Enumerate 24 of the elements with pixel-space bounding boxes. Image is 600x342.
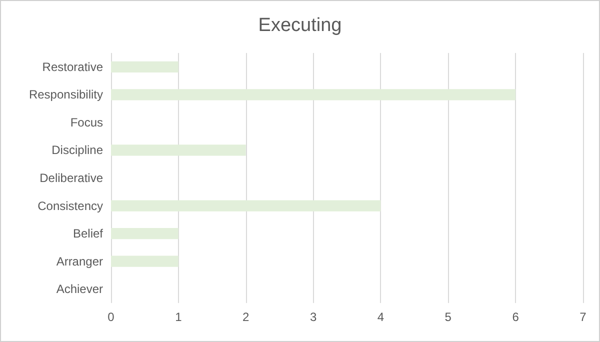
y-tick-label: Belief [72,226,104,241]
y-tick-label: Achiever [56,282,104,296]
bar [111,228,178,240]
y-tick-label: Consistency [38,198,103,213]
y-tick-label: Discipline [52,143,104,158]
x-tick-label: 4 [377,310,384,324]
y-tick-label: Arranger [56,254,104,268]
bar [111,89,516,100]
bar [111,61,178,72]
x-tick-label: 3 [310,310,317,324]
x-tick-label: 6 [512,310,520,324]
x-tick-label: 1 [175,310,182,324]
bar [111,144,246,156]
bar [111,200,381,212]
bar [111,256,178,267]
x-tick-label: 5 [444,310,452,324]
x-tick-label: 7 [580,310,587,324]
y-tick-label: Deliberative [40,171,104,185]
chart-title: Executing [258,15,342,36]
x-tick-label: 0 [108,310,115,324]
y-tick-label: Restorative [42,60,104,74]
x-tick-label: 2 [242,310,250,324]
y-tick-label: Focus [70,115,103,130]
y-tick-label: Responsibility [28,88,103,102]
